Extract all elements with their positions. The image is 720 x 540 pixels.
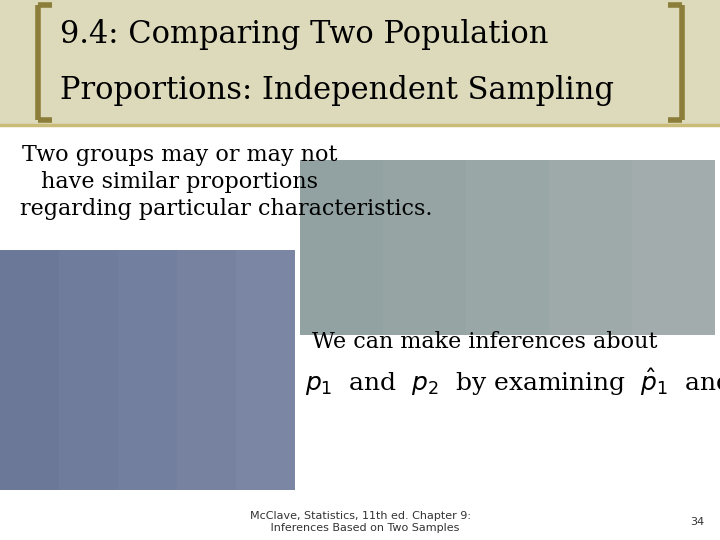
Text: Proportions: Independent Sampling: Proportions: Independent Sampling — [60, 75, 614, 105]
Bar — [466, 160, 549, 335]
Text: $p_1$  and  $p_2$  by examining  $\hat{p}_1$  and  $\hat{p}_2$.: $p_1$ and $p_2$ by examining $\hat{p}_1$… — [305, 366, 720, 398]
Text: We can make inferences about: We can make inferences about — [312, 331, 657, 353]
Bar — [0, 250, 59, 490]
Bar — [0, 250, 295, 490]
Bar — [300, 160, 715, 335]
Bar — [383, 160, 466, 335]
Bar — [0, 0, 720, 125]
Bar — [300, 160, 383, 335]
Text: Two groups may or may not: Two groups may or may not — [22, 144, 338, 166]
Bar — [118, 250, 177, 490]
Text: regarding particular characteristics.: regarding particular characteristics. — [20, 198, 433, 220]
Text: McClave, Statistics, 11th ed. Chapter 9:
   Inferences Based on Two Samples: McClave, Statistics, 11th ed. Chapter 9:… — [250, 511, 470, 533]
Bar — [632, 160, 715, 335]
Bar — [177, 250, 236, 490]
Bar — [59, 250, 118, 490]
Bar — [236, 250, 295, 490]
Bar — [549, 160, 632, 335]
Text: 9.4: Comparing Two Population: 9.4: Comparing Two Population — [60, 19, 549, 51]
Text: 34: 34 — [690, 517, 704, 527]
Text: have similar proportions: have similar proportions — [34, 171, 318, 193]
